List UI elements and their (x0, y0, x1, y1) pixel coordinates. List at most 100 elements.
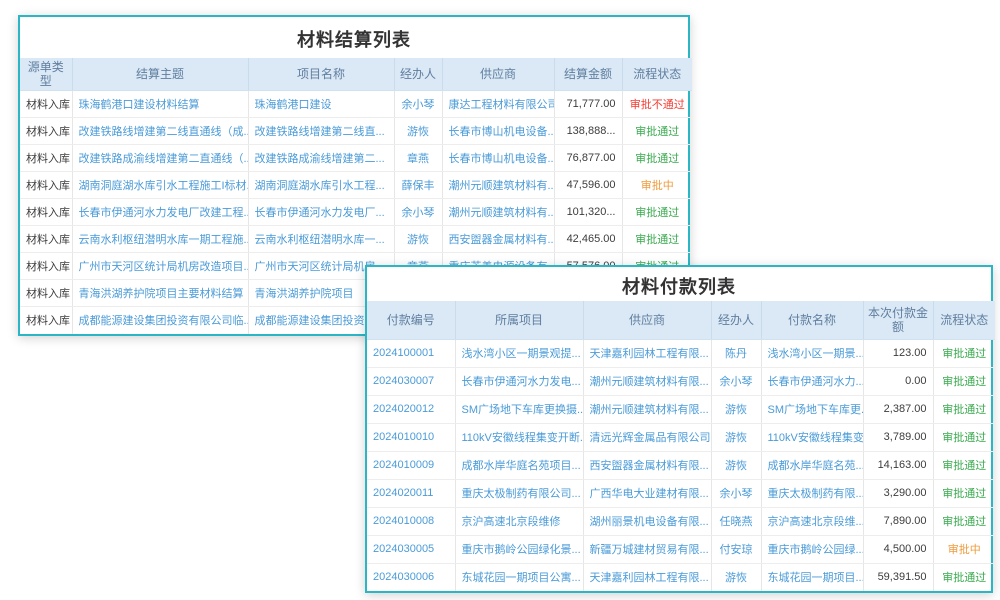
amount-cell: 101,320... (554, 198, 623, 226)
link-cell[interactable]: 珠海鹤港口建设材料结算 (72, 90, 249, 118)
link-cell[interactable]: 2024010009 (367, 451, 456, 480)
handler-cell[interactable]: 余小琴 (711, 367, 762, 396)
link-cell[interactable]: 重庆市鹅岭公园绿化景... (455, 535, 584, 564)
link-cell[interactable]: 天津嘉利园林工程有限... (583, 339, 712, 368)
settlement-list-panel: 材料结算列表 源单类型 结算主题 项目名称 经办人 供应商 结算金额 流程状态 材料入库 珠海鹤… (18, 15, 692, 336)
link-cell[interactable]: 湖南洞庭湖水库引水工程... (248, 171, 395, 199)
status-cell: 审批通过 (933, 339, 995, 368)
handler-cell[interactable]: 游恢 (711, 423, 762, 452)
link-cell[interactable]: 西安盥器金属材料有限... (583, 451, 712, 480)
link-cell[interactable]: 成都水岸华庭名苑... (761, 451, 864, 480)
column-header: 经办人 (711, 301, 762, 340)
status-cell: 审批中 (622, 171, 692, 199)
column-header: 流程状态 (933, 301, 995, 340)
link-cell[interactable]: 珠海鹤港口建设 (248, 90, 395, 118)
link-cell[interactable]: 成都水岸华庭名苑项目... (455, 451, 584, 480)
link-cell[interactable]: 成都能源建设集团投资有限公司临... (72, 306, 249, 334)
link-cell[interactable]: 清远光辉金属品有限公司 (583, 423, 712, 452)
handler-cell[interactable]: 薛保丰 (394, 171, 443, 199)
link-cell[interactable]: 东城花园一期项目... (761, 563, 864, 591)
link-cell[interactable]: 110kV安徽线程集变开断... (455, 423, 584, 452)
link-cell[interactable]: 潮州元顺建筑材料有... (442, 171, 555, 199)
link-cell[interactable]: 京沪高速北京段维... (761, 507, 864, 536)
header-row: 源单类型 结算主题 项目名称 经办人 供应商 结算金额 流程状态 (20, 58, 692, 91)
link-cell[interactable]: SM广场地下车库更换摄... (455, 395, 584, 424)
link-cell[interactable]: 改建铁路线增建第二线直通线（成... (72, 117, 249, 145)
handler-cell[interactable]: 任晓燕 (711, 507, 762, 536)
link-cell[interactable]: 东城花园一期项目公寓... (455, 563, 584, 591)
amount-cell: 123.00 (863, 339, 934, 368)
amount-cell: 4,500.00 (863, 535, 934, 564)
link-cell[interactable]: 长春市伊通河水力发电... (455, 367, 584, 396)
link-cell[interactable]: 2024010010 (367, 423, 456, 452)
link-cell[interactable]: 长春市伊通河水力发电厂... (248, 198, 395, 226)
table-row: 2024030007 长春市伊通河水力发电... 潮州元顺建筑材料有限... 余小琴长… (367, 367, 995, 396)
link-cell[interactable]: 改建铁路成渝线增建第二... (248, 144, 395, 172)
source-type-cell: 材料入库 (20, 306, 73, 334)
link-cell[interactable]: 康达工程材料有限公司 (442, 90, 555, 118)
column-header: 付款编号 (367, 301, 456, 340)
link-cell[interactable]: 湖州丽景机电设备有限... (583, 507, 712, 536)
link-cell[interactable]: 长春市博山机电设备... (442, 144, 555, 172)
link-cell[interactable]: 云南水利枢纽潜明水库一期工程施... (72, 225, 249, 253)
link-cell[interactable]: 2024030007 (367, 367, 456, 396)
link-cell[interactable]: 新疆万城建材贸易有限... (583, 535, 712, 564)
link-cell[interactable]: 云南水利枢纽潜明水库一... (248, 225, 395, 253)
link-cell[interactable]: 西安盥器金属材料有... (442, 225, 555, 253)
link-cell[interactable]: 2024030005 (367, 535, 456, 564)
link-cell[interactable]: 重庆太极制药有限公司... (455, 479, 584, 508)
status-cell: 审批通过 (933, 507, 995, 536)
link-cell[interactable]: 天津嘉利园林工程有限... (583, 563, 712, 591)
link-cell[interactable]: 京沪高速北京段维修 (455, 507, 584, 536)
link-cell[interactable]: 重庆市鹅岭公园绿... (761, 535, 864, 564)
link-cell[interactable]: 浅水湾小区一期景... (761, 339, 864, 368)
link-cell[interactable]: 110kV安徽线程集变... (761, 423, 864, 452)
amount-cell: 76,877.00 (554, 144, 623, 172)
table-row: 材料入库 改建铁路线增建第二线直通线（成... 改建铁路线增建第二线直... 游恢 长春… (20, 117, 692, 145)
amount-cell: 3,789.00 (863, 423, 934, 452)
amount-cell: 47,596.00 (554, 171, 623, 199)
handler-cell[interactable]: 游恢 (394, 225, 443, 253)
column-header: 经办人 (394, 58, 443, 91)
handler-cell[interactable]: 陈丹 (711, 339, 762, 368)
link-cell[interactable]: 广西华电大业建材有限... (583, 479, 712, 508)
handler-cell[interactable]: 余小琴 (711, 479, 762, 508)
table-row: 2024010010 110kV安徽线程集变开断... 清远光辉金属品有限公司 游恢 1… (367, 423, 995, 452)
status-cell: 审批通过 (933, 451, 995, 480)
link-cell[interactable]: 长春市博山机电设备... (442, 117, 555, 145)
handler-cell[interactable]: 游恢 (711, 563, 762, 591)
link-cell[interactable]: 2024100001 (367, 339, 456, 368)
handler-cell[interactable]: 章燕 (394, 144, 443, 172)
link-cell[interactable]: 广州市天河区统计局机房改造项目... (72, 252, 249, 280)
handler-cell[interactable]: 付安琼 (711, 535, 762, 564)
column-header: 供应商 (442, 58, 555, 91)
link-cell[interactable]: 青海洪湖养护院项目主要材料结算 (72, 279, 249, 307)
handler-cell[interactable]: 游恢 (711, 451, 762, 480)
link-cell[interactable]: 重庆太极制药有限... (761, 479, 864, 508)
link-cell[interactable]: 2024020012 (367, 395, 456, 424)
link-cell[interactable]: 潮州元顺建筑材料有... (442, 198, 555, 226)
status-cell: 审批通过 (933, 423, 995, 452)
link-cell[interactable]: 改建铁路线增建第二线直... (248, 117, 395, 145)
link-cell[interactable]: 长春市伊通河水力... (761, 367, 864, 396)
link-cell[interactable]: 潮州元顺建筑材料有限... (583, 395, 712, 424)
handler-cell[interactable]: 余小琴 (394, 198, 443, 226)
link-cell[interactable]: 2024010008 (367, 507, 456, 536)
link-cell[interactable]: 2024020011 (367, 479, 456, 508)
handler-cell[interactable]: 游恢 (394, 117, 443, 145)
amount-cell: 2,387.00 (863, 395, 934, 424)
link-cell[interactable]: 长春市伊通河水力发电厂改建工程... (72, 198, 249, 226)
link-cell[interactable]: 潮州元顺建筑材料有限... (583, 367, 712, 396)
header-row: 付款编号 所属项目 供应商 经办人 付款名称 本次付款金额 流程状态 (367, 301, 995, 340)
link-cell[interactable]: 改建铁路成渝线增建第二直通线（... (72, 144, 249, 172)
link-cell[interactable]: 2024030006 (367, 563, 456, 591)
link-cell[interactable]: 湖南洞庭湖水库引水工程施工I标材... (72, 171, 249, 199)
handler-cell[interactable]: 余小琴 (394, 90, 443, 118)
handler-cell[interactable]: 游恢 (711, 395, 762, 424)
link-cell[interactable]: SM广场地下车库更... (761, 395, 864, 424)
amount-cell: 14,163.00 (863, 451, 934, 480)
link-cell[interactable]: 浅水湾小区一期景观提... (455, 339, 584, 368)
column-header: 流程状态 (622, 58, 692, 91)
source-type-cell: 材料入库 (20, 117, 73, 145)
table-row: 2024020011 重庆太极制药有限公司... 广西华电大业建材有限... 余小琴重… (367, 479, 995, 508)
